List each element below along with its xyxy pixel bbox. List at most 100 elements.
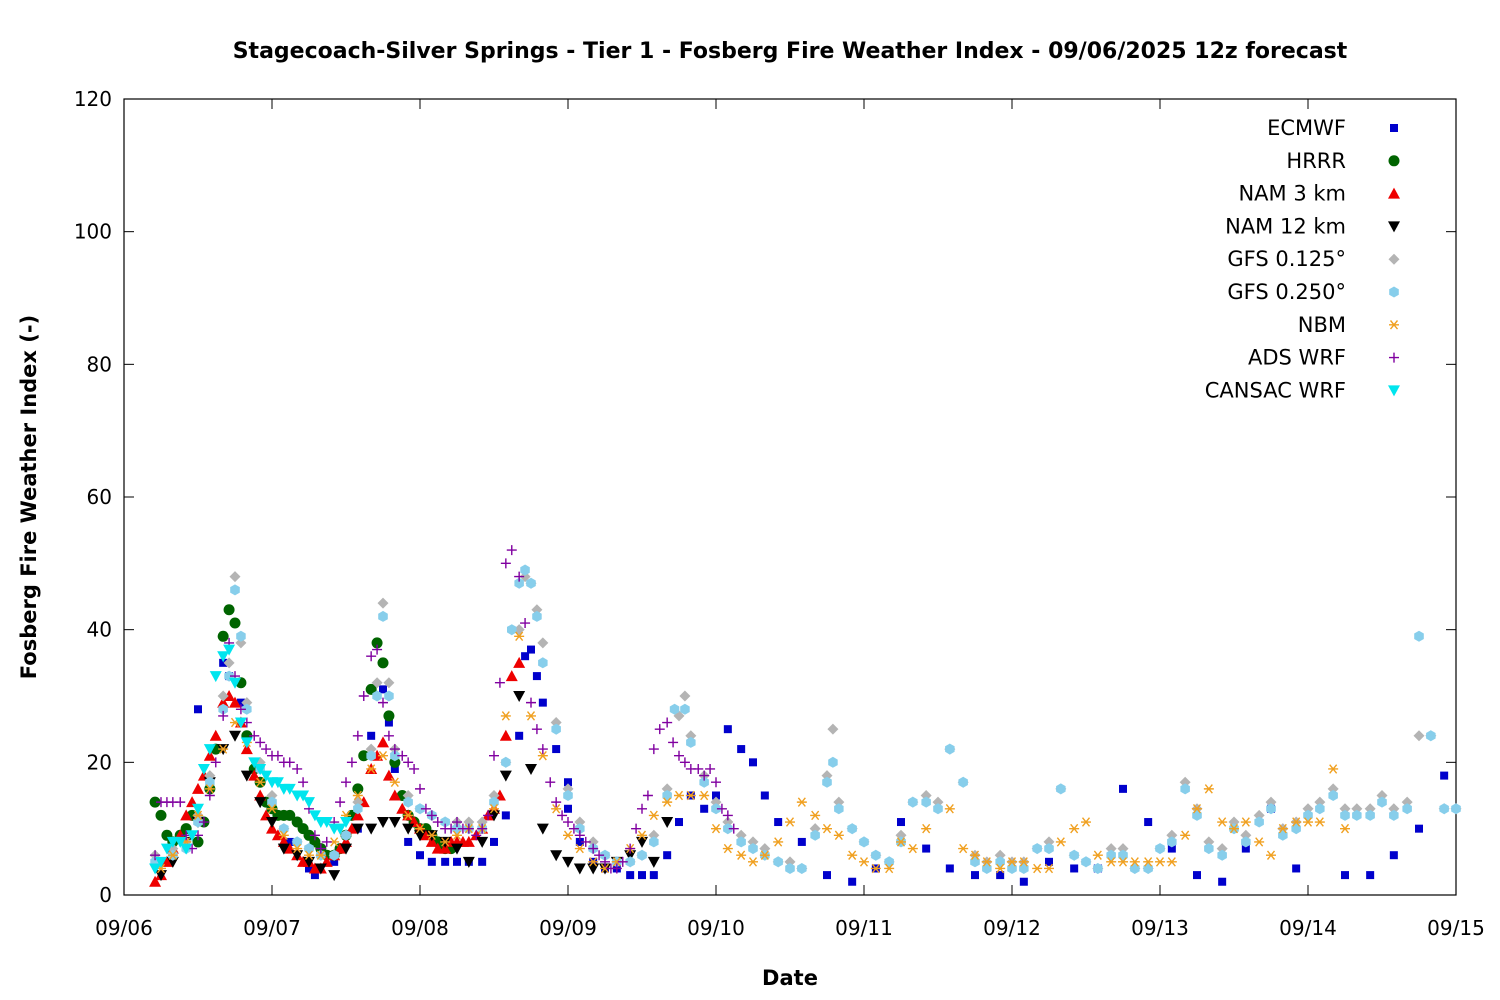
data-point [1340, 809, 1350, 821]
data-point [611, 863, 622, 874]
data-point [367, 731, 376, 740]
data-point [1413, 730, 1425, 742]
data-point [1241, 844, 1250, 853]
x-tick-label: 09/08 [391, 916, 449, 940]
data-point [600, 856, 610, 867]
data-point [736, 836, 746, 848]
data-point [736, 850, 747, 860]
data-point [654, 724, 665, 735]
data-point [1155, 843, 1165, 855]
legend-label: NAM 12 km [1225, 214, 1346, 238]
data-point [242, 703, 252, 715]
data-point [249, 730, 260, 741]
data-point [310, 871, 319, 880]
data-point [283, 783, 296, 795]
data-point [389, 777, 400, 787]
data-point [1414, 630, 1424, 642]
data-point [574, 843, 585, 854]
data-point [870, 863, 881, 874]
series-ecmwf [194, 645, 1449, 886]
data-point [397, 750, 408, 761]
data-point [1192, 809, 1202, 821]
data-point [896, 837, 906, 847]
data-point [499, 729, 512, 741]
data-point [1240, 817, 1251, 827]
data-point [271, 777, 284, 789]
data-point [531, 724, 542, 735]
data-point [908, 796, 918, 808]
data-point [995, 863, 1006, 874]
data-point [346, 757, 357, 768]
data-point [309, 830, 320, 841]
data-point [828, 756, 838, 768]
data-point [521, 652, 530, 661]
data-point [217, 630, 229, 642]
data-point [537, 750, 548, 761]
data-point [834, 803, 844, 815]
data-point [404, 837, 413, 846]
data-point [737, 745, 746, 754]
data-point [198, 817, 209, 828]
data-point [562, 856, 574, 868]
data-point [441, 857, 450, 866]
x-tick-label: 09/10 [687, 916, 745, 940]
data-point [352, 730, 363, 741]
data-point [403, 757, 414, 768]
data-point [552, 745, 561, 754]
legend-marker [1388, 253, 1400, 265]
data-point [186, 830, 199, 842]
data-point [705, 763, 716, 774]
data-point [150, 850, 161, 861]
data-point [1389, 809, 1399, 821]
data-point [514, 571, 525, 582]
data-point [366, 651, 377, 662]
data-point [1118, 857, 1128, 867]
data-point [194, 705, 202, 714]
y-tick-label: 120 [74, 87, 112, 111]
data-point [240, 743, 253, 755]
data-point [330, 857, 339, 866]
data-point [1143, 863, 1153, 874]
data-point [748, 857, 758, 867]
data-point [1303, 817, 1313, 827]
data-point [536, 823, 549, 835]
data-point [1007, 863, 1017, 874]
data-point [760, 791, 769, 800]
data-point [723, 725, 732, 734]
data-point [266, 817, 278, 829]
data-point [490, 837, 498, 846]
data-point [981, 857, 992, 867]
chart-title: Stagecoach-Silver Springs - Tier 1 - Fos… [233, 39, 1348, 64]
data-point [352, 790, 363, 801]
legend-label: CANSAC WRF [1205, 378, 1346, 402]
legend-marker [1388, 221, 1400, 233]
data-point [648, 744, 659, 755]
data-point [420, 803, 431, 814]
data-point [383, 730, 394, 741]
data-point [1389, 851, 1398, 860]
data-point [797, 863, 807, 874]
data-point [1130, 863, 1140, 874]
legend-marker [1388, 155, 1400, 167]
data-point [1093, 863, 1103, 874]
data-point [209, 729, 222, 741]
data-point [722, 843, 733, 854]
legend: ECMWF HRRR NAM 3 km NAM 12 km GFS 0.125° GFS … [1205, 116, 1400, 402]
data-point [647, 856, 660, 868]
data-point [945, 743, 955, 755]
data-point [351, 823, 364, 835]
data-point [574, 830, 585, 841]
data-point [674, 750, 684, 761]
data-point [427, 857, 436, 866]
data-point [773, 837, 784, 847]
data-point [489, 804, 499, 814]
data-point [372, 690, 382, 702]
data-point [415, 803, 425, 815]
data-point [315, 843, 326, 854]
data-point [1045, 857, 1053, 866]
data-point [341, 829, 351, 841]
axis-ticks: 0 20 40 60 80 100 120 09/06 09/07 09/08 09/09 09/10… [74, 87, 1485, 940]
data-point [699, 770, 710, 781]
data-point [415, 783, 425, 794]
